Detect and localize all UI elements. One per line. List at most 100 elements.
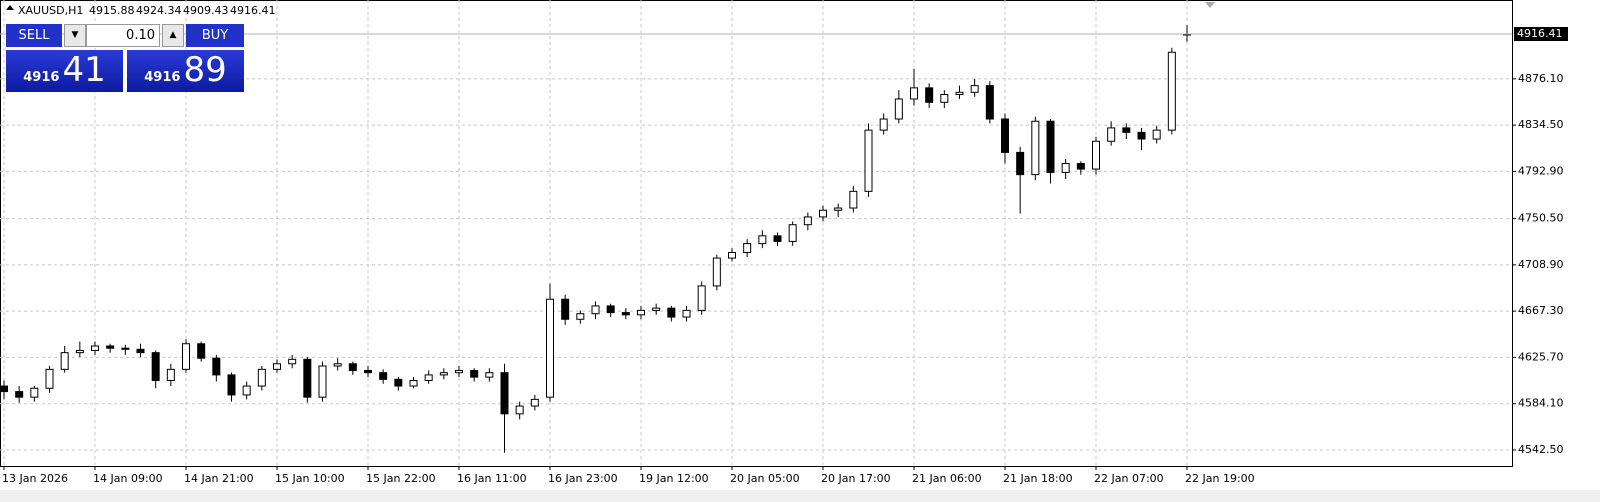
candle-body xyxy=(1122,127,1131,133)
candle-body xyxy=(515,405,524,415)
candle-body xyxy=(288,358,297,365)
price-label: 4916.41 xyxy=(1517,27,1563,40)
candle-body xyxy=(561,298,570,320)
x-tick-label: 15 Jan 22:00 xyxy=(366,472,436,485)
buy-button[interactable]: BUY xyxy=(186,24,244,47)
x-tick-label: 21 Jan 18:00 xyxy=(1003,472,1073,485)
sell-button[interactable]: SELL xyxy=(6,24,62,47)
candle-body xyxy=(576,313,585,320)
candle-body xyxy=(652,307,661,311)
candle-body xyxy=(697,285,706,311)
candle-body xyxy=(348,363,357,371)
candle-body xyxy=(1001,118,1009,153)
candle-body xyxy=(864,129,873,192)
x-tick-label: 16 Jan 23:00 xyxy=(548,472,618,485)
shift-marker xyxy=(1205,2,1215,8)
collapse-icon xyxy=(6,5,14,10)
candle-body xyxy=(940,94,949,103)
candle-body xyxy=(712,257,721,287)
candle-body xyxy=(879,118,888,131)
candle-body xyxy=(1076,163,1085,170)
candle-body xyxy=(485,372,494,378)
candle-body xyxy=(227,374,236,396)
y-tick-label: 4792.90 xyxy=(1518,164,1564,177)
candle-body xyxy=(1152,129,1161,140)
candle-body xyxy=(682,309,691,318)
candle-body xyxy=(637,309,645,316)
candle-body xyxy=(1016,151,1025,176)
candle-body xyxy=(424,374,433,381)
candle-body xyxy=(75,349,84,354)
status-strip xyxy=(0,490,1600,502)
high-text: 4924.34 xyxy=(136,4,182,17)
one-click-panel: SELL ▼ 0.10 ▲ BUY 4916 41 4916 89 xyxy=(6,24,244,92)
plot-frame xyxy=(0,0,1513,467)
candle-body xyxy=(30,387,39,398)
candle-body xyxy=(500,372,509,415)
price-box xyxy=(1514,27,1568,42)
candle-body xyxy=(849,190,858,209)
lot-field[interactable]: 0.10 xyxy=(86,24,160,47)
buy-price-pips: 89 xyxy=(183,50,227,90)
candle-body xyxy=(136,348,145,354)
buy-price[interactable]: 4916 89 xyxy=(127,50,244,92)
candle-body xyxy=(788,224,797,242)
candle-body xyxy=(15,391,24,398)
candle-body xyxy=(894,98,903,120)
y-tick-label: 4750.50 xyxy=(1518,212,1564,225)
candle-body xyxy=(758,235,767,245)
symbol: XAUUSD,H1 xyxy=(18,4,83,17)
candle-body xyxy=(60,352,69,370)
candle-body xyxy=(621,312,630,316)
candle-body xyxy=(546,298,554,398)
x-tick-label: 19 Jan 12:00 xyxy=(639,472,709,485)
candle-body xyxy=(333,363,342,367)
y-tick-label: 4667.30 xyxy=(1518,304,1564,317)
candle-body xyxy=(166,368,175,381)
low-text: 4909.43 xyxy=(183,4,229,17)
x-tick-label: 14 Jan 21:00 xyxy=(184,472,254,485)
x-tick-label: 20 Jan 05:00 xyxy=(730,472,800,485)
candle-body xyxy=(106,345,115,349)
candle-body xyxy=(182,343,190,370)
candle-body xyxy=(970,85,979,93)
open-text: 4915.88 xyxy=(89,4,135,17)
y-tick-label: 4625.70 xyxy=(1518,350,1564,363)
candle-body xyxy=(606,305,615,314)
x-tick-label: 21 Jan 06:00 xyxy=(912,472,982,485)
candle-body xyxy=(45,368,54,389)
candle-body xyxy=(925,87,934,103)
candle-body xyxy=(455,369,463,374)
candle-body xyxy=(1031,120,1040,176)
candle-body xyxy=(212,357,221,376)
y-tick-label: 4708.90 xyxy=(1518,258,1564,271)
candle-body xyxy=(910,87,918,100)
candle-body xyxy=(803,216,812,226)
sell-price[interactable]: 4916 41 xyxy=(6,50,123,92)
candle-body xyxy=(1061,163,1070,173)
candle-body xyxy=(303,358,312,398)
x-tick-label: 22 Jan 19:00 xyxy=(1185,472,1255,485)
lot-up[interactable]: ▲ xyxy=(162,24,184,47)
candle-body xyxy=(1092,140,1100,170)
candle-body xyxy=(819,209,827,218)
axis: 4542.50 4584.10 4625.70 4667.30 4708.90 4750.… xyxy=(0,27,1568,485)
candle-body xyxy=(1137,131,1146,140)
candles xyxy=(0,25,1191,453)
candle-body xyxy=(470,369,479,378)
candle-body xyxy=(743,243,752,254)
y-tick-label: 4542.50 xyxy=(1518,443,1564,456)
close-text: 4916.41 xyxy=(230,4,276,17)
sell-price-big: 4916 xyxy=(23,70,60,85)
candle-body xyxy=(530,398,539,407)
candle-body xyxy=(318,365,327,398)
candle-body xyxy=(0,385,8,393)
grid xyxy=(0,0,1512,466)
lot-down[interactable]: ▼ xyxy=(64,24,86,47)
candle-body xyxy=(667,307,676,318)
candle-body xyxy=(197,343,206,359)
candle-body xyxy=(834,207,843,211)
candle-body xyxy=(409,379,418,387)
